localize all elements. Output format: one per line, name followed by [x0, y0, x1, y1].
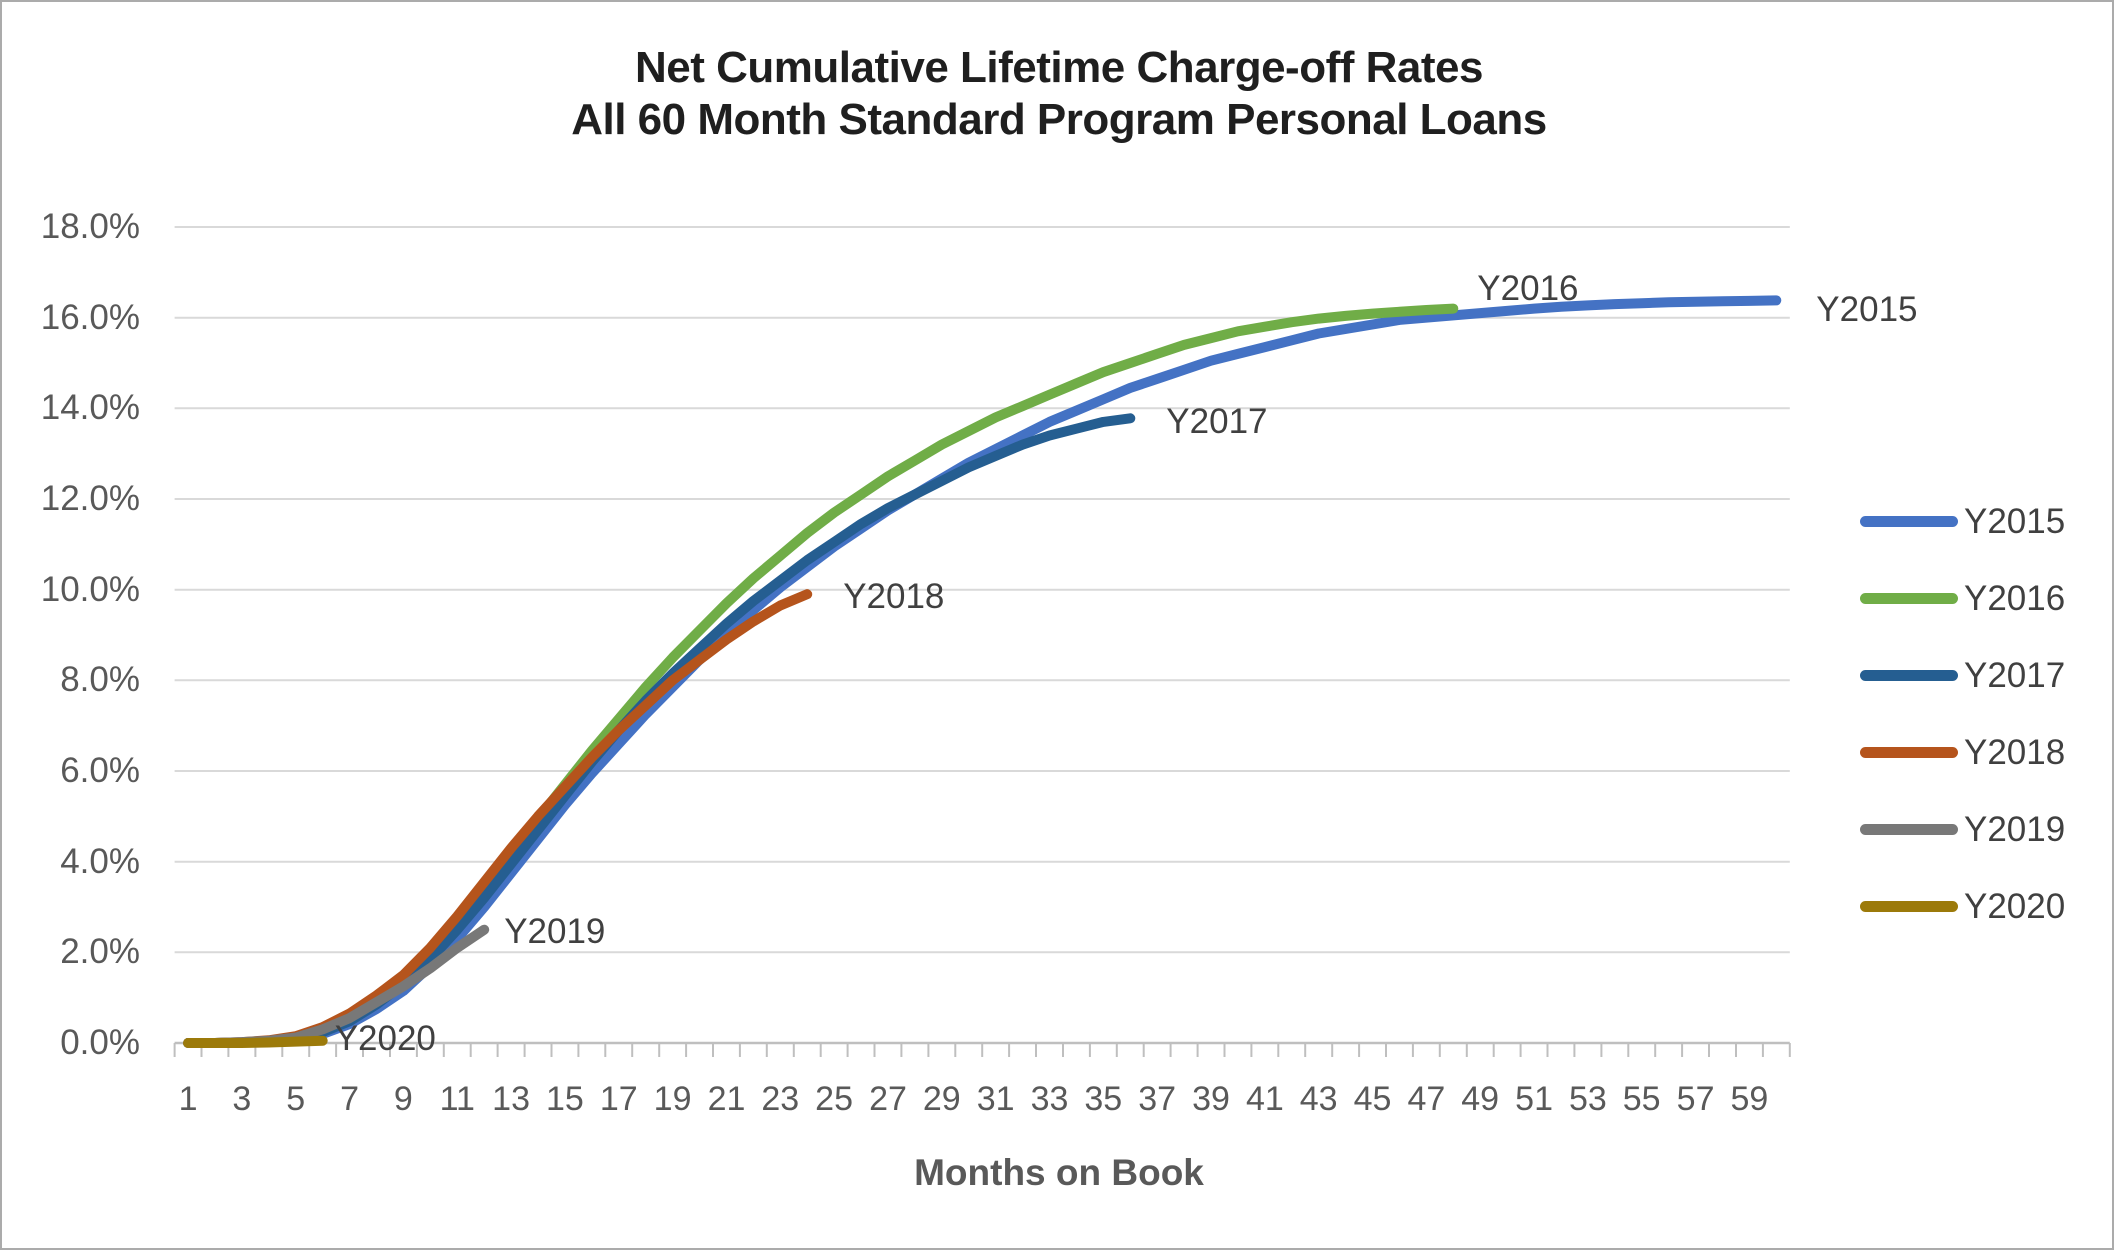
legend-item-y2016: Y2016 [1860, 560, 2100, 637]
series-line-y2015 [183, 295, 1782, 1048]
x-tick-label: 7 [340, 1080, 360, 1118]
x-tick-label: 39 [1192, 1080, 1230, 1118]
x-tick-label: 35 [1084, 1080, 1123, 1118]
x-tick-label: 15 [545, 1080, 584, 1118]
legend-swatch-y2017 [1860, 670, 1958, 681]
y-tick-label: 18.0% [40, 207, 140, 246]
x-tick-label: 43 [1299, 1080, 1338, 1118]
series-end-label-y2017: Y2017 [1166, 402, 1268, 442]
series-line-y2017 [183, 413, 1136, 1048]
x-tick-label: 9 [393, 1080, 413, 1118]
x-tick-label: 23 [761, 1080, 800, 1118]
x-tick-label: 13 [492, 1080, 531, 1118]
y-tick-label: 4.0% [60, 841, 140, 881]
x-tick-label: 37 [1138, 1080, 1177, 1118]
x-axis-title: Months on Book [914, 1152, 1204, 1193]
chart-title-line1: Net Cumulative Lifetime Charge-off Rates [635, 43, 1483, 92]
series-end-label-y2018: Y2018 [843, 577, 945, 617]
legend-item-y2019: Y2019 [1860, 791, 2100, 868]
series-end-label-y2015: Y2015 [1816, 290, 1918, 330]
y-tick-label: 16.0% [40, 297, 140, 337]
series-end-label-y2019: Y2019 [504, 911, 606, 951]
series-end-label-y2020: Y2020 [334, 1018, 436, 1058]
x-tick-label: 49 [1461, 1080, 1500, 1118]
legend-label-y2017: Y2017 [1964, 655, 2066, 695]
x-tick-label: 53 [1568, 1080, 1607, 1118]
legend-swatch-y2020 [1860, 901, 1958, 912]
y-tick-label: 6.0% [60, 751, 140, 790]
y-tick-label: 14.0% [40, 388, 140, 428]
y-tick-label: 0.0% [60, 1023, 140, 1062]
chart-title-line2: All 60 Month Standard Program Personal L… [571, 95, 1547, 144]
legend-label-y2016: Y2016 [1964, 578, 2066, 618]
x-tick-label: 27 [869, 1080, 907, 1118]
legend-swatch-y2018 [1860, 747, 1958, 758]
legend-swatch-y2016 [1860, 593, 1958, 604]
x-tick-label: 33 [1030, 1080, 1069, 1118]
legend-label-y2019: Y2019 [1964, 809, 2066, 849]
x-tick-label: 31 [976, 1080, 1015, 1118]
x-tick-label: 1 [178, 1080, 198, 1118]
y-tick-label: 12.0% [40, 479, 140, 518]
legend-label-y2018: Y2018 [1964, 732, 2066, 772]
y-tick-label: 10.0% [40, 569, 140, 609]
series-end-label-y2016: Y2016 [1477, 268, 1579, 308]
x-tick-label: 51 [1515, 1080, 1554, 1118]
x-tick-label: 5 [286, 1080, 306, 1118]
legend-swatch-y2015 [1860, 516, 1958, 527]
x-tick-label: 3 [232, 1080, 252, 1118]
x-tick-label: 41 [1245, 1080, 1284, 1118]
legend-item-y2018: Y2018 [1860, 714, 2100, 791]
x-tick-label: 47 [1407, 1080, 1446, 1118]
x-tick-label: 55 [1622, 1080, 1661, 1118]
legend: Y2015 Y2016 Y2017 Y2018 Y2019 Y2020 [1860, 483, 2100, 945]
x-tick-label: 45 [1353, 1080, 1392, 1118]
y-tick-label: 8.0% [60, 660, 140, 700]
x-tick-label: 59 [1730, 1080, 1769, 1118]
x-tick-label: 29 [922, 1080, 961, 1118]
series-line-y2018 [183, 589, 813, 1048]
legend-item-y2020: Y2020 [1860, 868, 2100, 945]
x-tick-label: 17 [599, 1080, 638, 1118]
y-tick-label: 2.0% [60, 932, 140, 972]
legend-item-y2015: Y2015 [1860, 483, 2100, 560]
x-tick-label: 19 [653, 1080, 692, 1118]
legend-label-y2020: Y2020 [1964, 886, 2066, 926]
chart-title: Net Cumulative Lifetime Charge-off Rates… [2, 42, 2112, 146]
legend-item-y2017: Y2017 [1860, 637, 2100, 714]
legend-swatch-y2019 [1860, 824, 1958, 835]
x-tick-label: 21 [707, 1080, 746, 1118]
legend-label-y2015: Y2015 [1964, 501, 2066, 541]
series-line-y2020 [183, 1035, 328, 1048]
x-tick-label: 25 [815, 1080, 854, 1118]
x-tick-label: 11 [439, 1080, 475, 1118]
x-tick-label: 57 [1676, 1080, 1715, 1118]
